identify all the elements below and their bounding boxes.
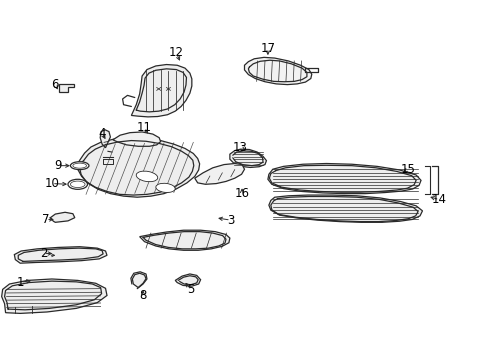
Polygon shape — [14, 247, 107, 263]
Text: 12: 12 — [168, 46, 183, 59]
Ellipse shape — [73, 163, 86, 168]
Polygon shape — [140, 230, 229, 250]
Text: 5: 5 — [187, 283, 194, 296]
Text: 14: 14 — [431, 193, 446, 206]
Polygon shape — [268, 195, 422, 222]
Polygon shape — [175, 274, 200, 286]
Polygon shape — [244, 57, 311, 85]
Polygon shape — [78, 138, 199, 197]
Polygon shape — [50, 212, 75, 222]
Text: 7: 7 — [42, 213, 50, 226]
Polygon shape — [194, 163, 244, 184]
Ellipse shape — [136, 171, 158, 182]
Text: 2: 2 — [40, 247, 47, 260]
Polygon shape — [59, 84, 74, 92]
Text: 8: 8 — [139, 289, 146, 302]
Polygon shape — [1, 279, 107, 314]
Text: 13: 13 — [233, 141, 247, 154]
Text: 4: 4 — [98, 127, 105, 140]
Text: 16: 16 — [234, 187, 249, 200]
Polygon shape — [131, 64, 191, 117]
Ellipse shape — [70, 162, 89, 170]
Ellipse shape — [70, 181, 85, 188]
Text: 6: 6 — [51, 78, 59, 91]
Polygon shape — [100, 130, 110, 148]
Text: 17: 17 — [260, 41, 275, 54]
Text: 3: 3 — [227, 214, 234, 227]
Polygon shape — [113, 132, 160, 146]
Text: 1: 1 — [17, 276, 24, 289]
Text: 11: 11 — [137, 121, 152, 134]
Text: 15: 15 — [400, 163, 414, 176]
Polygon shape — [267, 163, 420, 194]
Text: 10: 10 — [44, 177, 59, 190]
Polygon shape — [229, 149, 266, 167]
Polygon shape — [132, 273, 146, 288]
Ellipse shape — [68, 179, 87, 189]
Text: 9: 9 — [54, 159, 61, 172]
Ellipse shape — [156, 183, 175, 193]
